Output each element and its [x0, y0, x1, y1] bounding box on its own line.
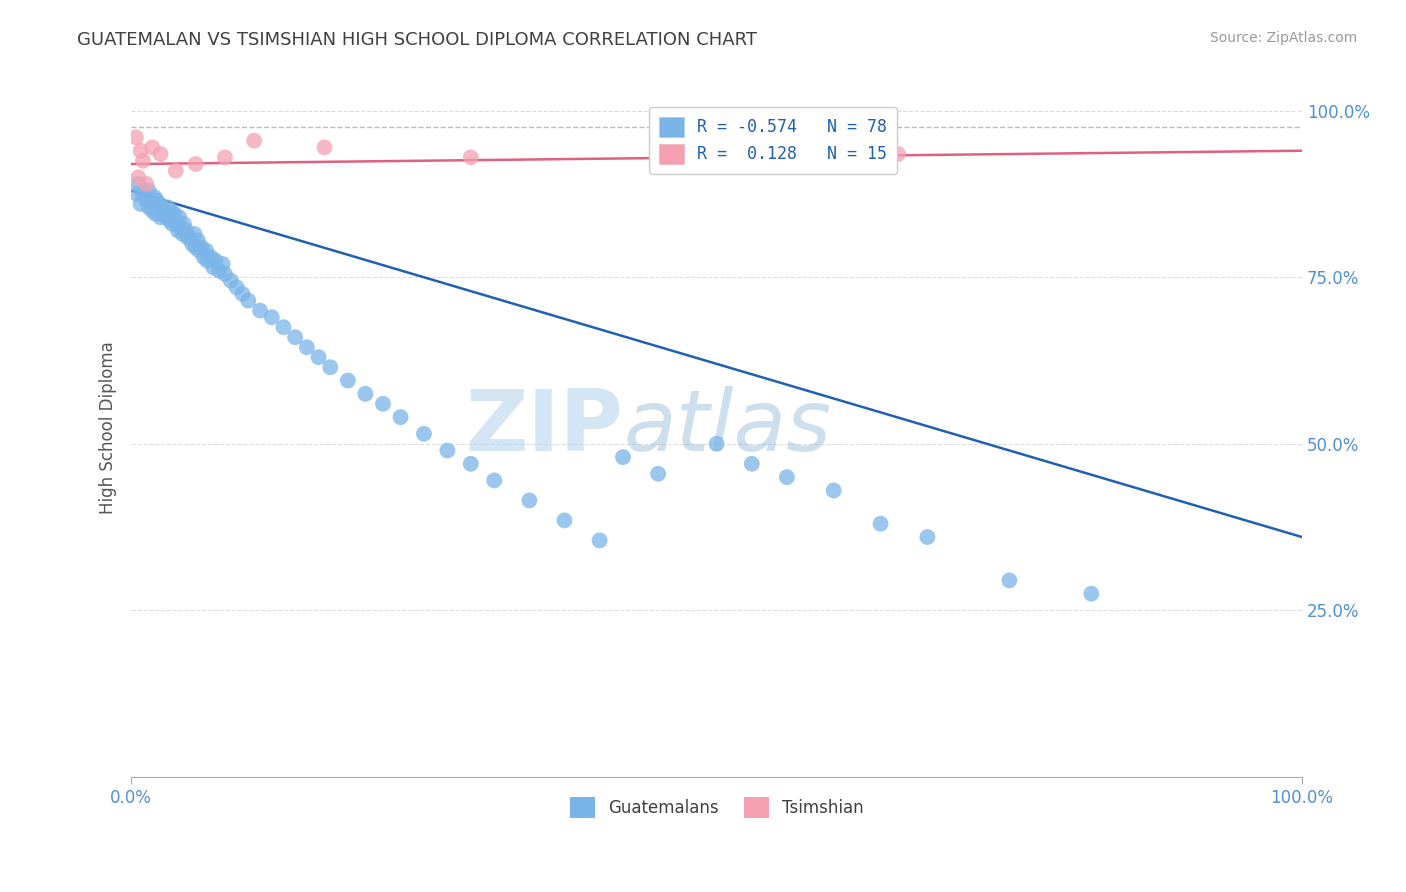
Point — [336, 374, 359, 388]
Point — [314, 140, 336, 154]
Point — [1080, 587, 1102, 601]
Point — [150, 200, 173, 214]
Point — [413, 426, 436, 441]
Point — [169, 220, 191, 235]
Point — [149, 211, 172, 225]
Point — [125, 130, 148, 145]
Point — [165, 163, 187, 178]
Point — [284, 330, 307, 344]
Point — [273, 320, 295, 334]
Point — [214, 150, 236, 164]
Point — [160, 217, 183, 231]
Point — [129, 144, 152, 158]
Point — [436, 443, 458, 458]
Point — [132, 153, 155, 168]
Point — [141, 140, 163, 154]
Point — [460, 150, 482, 164]
Point — [238, 293, 260, 308]
Point — [145, 207, 167, 221]
Point — [225, 280, 247, 294]
Point — [389, 410, 412, 425]
Point — [135, 177, 157, 191]
Text: GUATEMALAN VS TSIMSHIAN HIGH SCHOOL DIPLOMA CORRELATION CHART: GUATEMALAN VS TSIMSHIAN HIGH SCHOOL DIPL… — [77, 31, 758, 49]
Point — [917, 530, 939, 544]
Point — [588, 533, 610, 548]
Point — [211, 257, 233, 271]
Point — [371, 397, 394, 411]
Point — [138, 200, 160, 214]
Point — [173, 217, 195, 231]
Point — [160, 203, 183, 218]
Point — [243, 134, 266, 148]
Point — [823, 483, 845, 498]
Point — [204, 253, 226, 268]
Point — [195, 253, 218, 268]
Point — [553, 513, 575, 527]
Point — [706, 437, 728, 451]
Point — [193, 250, 215, 264]
Point — [141, 203, 163, 218]
Point — [869, 516, 891, 531]
Y-axis label: High School Diploma: High School Diploma — [100, 341, 117, 514]
Point — [741, 457, 763, 471]
Point — [167, 224, 190, 238]
Legend: Guatemalans, Tsimshian: Guatemalans, Tsimshian — [562, 791, 870, 824]
Point — [260, 310, 283, 325]
Point — [127, 170, 149, 185]
Point — [183, 227, 205, 241]
Point — [998, 574, 1021, 588]
Text: atlas: atlas — [623, 385, 831, 468]
Point — [202, 260, 225, 275]
Point — [127, 177, 149, 191]
Point — [188, 244, 211, 258]
Point — [135, 194, 157, 208]
Point — [308, 350, 330, 364]
Point — [187, 234, 209, 248]
Point — [208, 263, 231, 277]
Point — [153, 207, 176, 221]
Point — [134, 190, 156, 204]
Point — [143, 190, 166, 204]
Point — [156, 200, 179, 214]
Point — [148, 197, 170, 211]
Point — [184, 240, 207, 254]
Point — [869, 147, 891, 161]
Point — [176, 230, 198, 244]
Point — [482, 474, 505, 488]
Point — [219, 274, 242, 288]
Point — [167, 211, 190, 225]
Point — [195, 244, 218, 258]
Text: Source: ZipAtlas.com: Source: ZipAtlas.com — [1209, 31, 1357, 45]
Point — [146, 194, 169, 208]
Text: ZIP: ZIP — [465, 385, 623, 468]
Point — [231, 287, 253, 301]
Point — [887, 147, 910, 161]
Point — [354, 387, 377, 401]
Point — [249, 303, 271, 318]
Point — [517, 493, 540, 508]
Point — [165, 213, 187, 227]
Point — [159, 213, 181, 227]
Point — [174, 224, 197, 238]
Point — [129, 197, 152, 211]
Point — [181, 237, 204, 252]
Point — [172, 227, 194, 241]
Point — [776, 470, 799, 484]
Point — [295, 340, 318, 354]
Point — [149, 147, 172, 161]
Point — [612, 450, 634, 464]
Point — [155, 211, 177, 225]
Point — [647, 467, 669, 481]
Point — [184, 157, 207, 171]
Point — [200, 250, 222, 264]
Point — [214, 267, 236, 281]
Point — [127, 187, 149, 202]
Point — [163, 207, 186, 221]
Point — [190, 240, 212, 254]
Point — [138, 184, 160, 198]
Point — [319, 360, 342, 375]
Point — [132, 187, 155, 202]
Point — [179, 230, 201, 244]
Point — [460, 457, 482, 471]
